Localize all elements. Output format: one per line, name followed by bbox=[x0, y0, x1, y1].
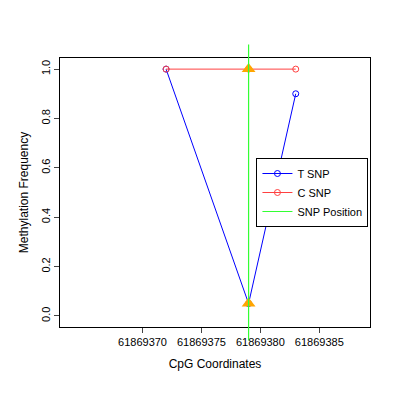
svg-text:0.2: 0.2 bbox=[40, 257, 52, 272]
svg-text:61869380: 61869380 bbox=[236, 336, 285, 348]
svg-text:Methylation Frequency: Methylation Frequency bbox=[17, 132, 31, 253]
svg-text:61869385: 61869385 bbox=[295, 336, 344, 348]
svg-text:61869370: 61869370 bbox=[118, 336, 167, 348]
svg-text:1.0: 1.0 bbox=[40, 60, 52, 75]
svg-text:CpG Coordinates: CpG Coordinates bbox=[169, 357, 262, 371]
svg-text:SNP Position: SNP Position bbox=[297, 206, 362, 218]
svg-text:0.8: 0.8 bbox=[40, 109, 52, 124]
svg-text:0.0: 0.0 bbox=[40, 307, 52, 322]
svg-text:C SNP: C SNP bbox=[297, 187, 331, 199]
svg-text:0.4: 0.4 bbox=[40, 208, 52, 223]
svg-text:0.6: 0.6 bbox=[40, 159, 52, 174]
svg-text:T SNP: T SNP bbox=[297, 168, 329, 180]
svg-text:61869375: 61869375 bbox=[177, 336, 226, 348]
